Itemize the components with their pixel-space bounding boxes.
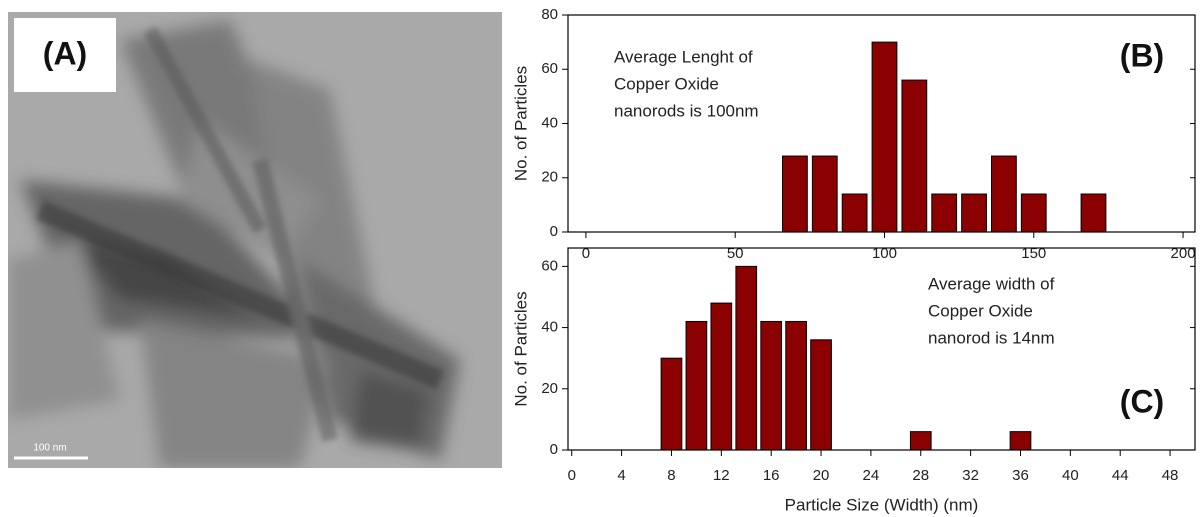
y-tick-label: 0 bbox=[550, 441, 558, 458]
panel-label: (B) bbox=[1120, 37, 1164, 73]
y-tick-label: 40 bbox=[541, 319, 558, 336]
bar bbox=[1020, 193, 1047, 233]
bar bbox=[660, 357, 683, 451]
bar bbox=[1080, 193, 1107, 233]
tem-image bbox=[8, 12, 502, 468]
x-tick-label: 100 bbox=[872, 245, 897, 262]
bar bbox=[931, 193, 958, 233]
annotation: Copper Oxide bbox=[928, 301, 1033, 320]
x-tick-label: 24 bbox=[863, 467, 880, 484]
x-tick-label: 0 bbox=[568, 467, 576, 484]
x-tick-label: 36 bbox=[1012, 467, 1029, 484]
x-tick-label: 150 bbox=[1021, 245, 1046, 262]
x-tick-label: 32 bbox=[962, 467, 979, 484]
panel-label: (A) bbox=[43, 35, 87, 71]
bar bbox=[710, 302, 733, 451]
bar bbox=[782, 155, 808, 233]
y-tick-label: 40 bbox=[541, 114, 558, 131]
x-tick-label: 20 bbox=[813, 467, 830, 484]
y-axis-title: No. of Particles bbox=[511, 66, 530, 181]
y-tick-label: 60 bbox=[541, 257, 558, 274]
annotation: Copper Oxide bbox=[614, 74, 719, 93]
bar bbox=[901, 79, 928, 233]
annotation: Average Lenght of bbox=[614, 47, 753, 66]
x-tick-label: 50 bbox=[727, 245, 744, 262]
bar bbox=[785, 320, 807, 451]
x-tick-label: 16 bbox=[763, 467, 780, 484]
y-axis-title: No. of Particles bbox=[511, 291, 530, 406]
x-tick-label: 28 bbox=[912, 467, 929, 484]
y-tick-label: 80 bbox=[541, 6, 558, 23]
bar bbox=[871, 41, 898, 233]
annotation: Average width of bbox=[928, 274, 1055, 293]
y-tick-label: 20 bbox=[541, 380, 558, 397]
bar bbox=[841, 193, 868, 233]
x-tick-label: 44 bbox=[1112, 467, 1129, 484]
bar bbox=[735, 265, 758, 451]
x-tick-label: 0 bbox=[582, 245, 590, 262]
bar bbox=[1009, 431, 1032, 451]
annotation: nanorods is 100nm bbox=[614, 101, 759, 120]
y-tick-label: 20 bbox=[541, 169, 558, 186]
x-tick-label: 8 bbox=[667, 467, 675, 484]
bar bbox=[909, 431, 932, 451]
bar bbox=[810, 339, 832, 451]
x-tick-label: 40 bbox=[1062, 467, 1079, 484]
y-tick-label: 0 bbox=[550, 223, 558, 240]
x-tick-label: 12 bbox=[713, 467, 730, 484]
annotation: nanorod is 14nm bbox=[928, 328, 1055, 347]
bar bbox=[811, 155, 838, 233]
bar bbox=[685, 320, 708, 451]
x-tick-label: 4 bbox=[617, 467, 625, 484]
bar bbox=[991, 155, 1017, 233]
y-tick-label: 60 bbox=[541, 60, 558, 77]
bar bbox=[961, 193, 987, 233]
x-tick-label: 48 bbox=[1162, 467, 1179, 484]
x-axis-title: Particle Size (Width) (nm) bbox=[785, 495, 979, 514]
panel-label: (C) bbox=[1120, 383, 1164, 419]
plot-frame bbox=[567, 247, 1196, 451]
x-tick-label: 200 bbox=[1171, 245, 1196, 262]
scale-bar-label: 100 nm bbox=[33, 443, 66, 454]
bar bbox=[760, 320, 783, 451]
